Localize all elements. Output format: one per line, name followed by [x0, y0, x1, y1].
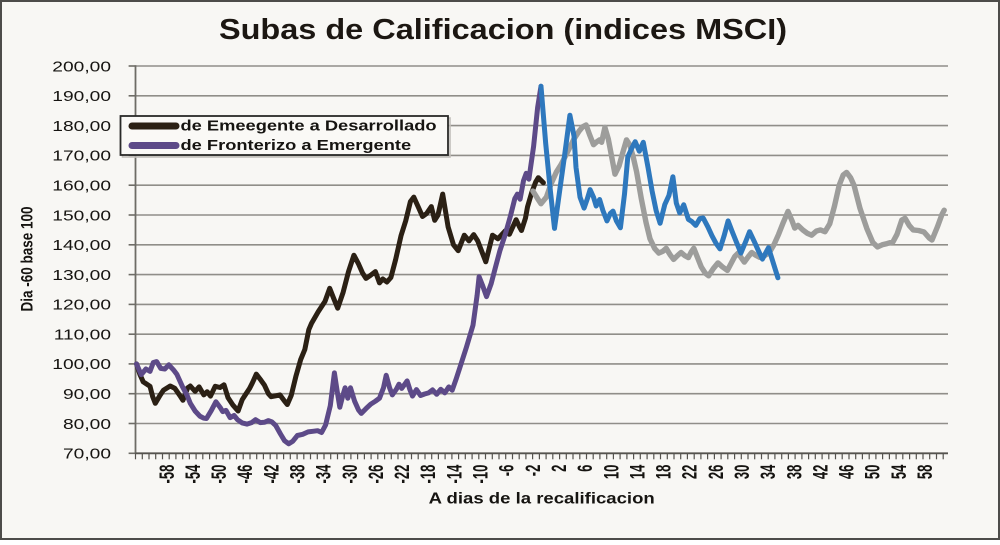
svg-text:-6: -6: [495, 464, 519, 476]
svg-text:-2: -2: [521, 465, 545, 477]
svg-text:-10: -10: [468, 465, 492, 484]
svg-text:6: 6: [573, 464, 597, 471]
svg-text:-58: -58: [155, 464, 179, 483]
svg-text:18: 18: [651, 464, 675, 479]
svg-text:180,00: 180,00: [52, 117, 111, 134]
svg-text:130,00: 130,00: [52, 266, 111, 283]
svg-text:Subas de Calificacion (indices: Subas de Calificacion (indices MSCI): [219, 13, 787, 46]
svg-text:-42: -42: [259, 465, 283, 484]
svg-text:54: 54: [887, 464, 911, 479]
svg-text:120,00: 120,00: [52, 296, 111, 313]
svg-text:42: 42: [808, 465, 832, 479]
svg-text:100,00: 100,00: [52, 355, 111, 372]
svg-text:10: 10: [599, 465, 623, 479]
svg-text:-18: -18: [416, 464, 440, 483]
svg-text:14: 14: [625, 464, 649, 479]
svg-text:30: 30: [730, 465, 754, 479]
svg-text:170,00: 170,00: [52, 147, 111, 164]
svg-text:150,00: 150,00: [52, 206, 111, 223]
svg-text:de Emeegente a Desarrollado: de Emeegente a Desarrollado: [181, 117, 437, 134]
svg-text:110,00: 110,00: [54, 326, 111, 343]
svg-text:-26: -26: [364, 464, 388, 483]
svg-text:22: 22: [678, 465, 702, 479]
svg-text:2: 2: [547, 465, 571, 472]
svg-text:-54: -54: [181, 464, 205, 483]
svg-text:34: 34: [756, 464, 780, 479]
svg-text:70,00: 70,00: [63, 445, 111, 462]
svg-text:-50: -50: [207, 465, 231, 484]
svg-text:80,00: 80,00: [63, 415, 111, 432]
svg-text:-46: -46: [233, 464, 257, 483]
svg-text:de Fronterizo a Emergente: de Fronterizo a Emergente: [181, 137, 412, 154]
svg-text:90,00: 90,00: [63, 385, 111, 402]
svg-text:-30: -30: [338, 465, 362, 484]
svg-text:-38: -38: [285, 464, 309, 483]
svg-text:-22: -22: [390, 465, 414, 484]
svg-text:Dia -60 base 100: Dia -60 base 100: [18, 207, 37, 312]
svg-text:46: 46: [834, 464, 858, 479]
svg-text:58: 58: [913, 464, 937, 479]
svg-text:140,00: 140,00: [52, 236, 111, 253]
svg-text:200,00: 200,00: [52, 57, 111, 74]
svg-text:160,00: 160,00: [52, 177, 111, 194]
svg-text:190,00: 190,00: [52, 87, 111, 104]
svg-text:38: 38: [782, 464, 806, 479]
svg-text:-14: -14: [442, 464, 466, 483]
svg-text:A dias de la recalificacion: A dias de la recalificacion: [429, 489, 655, 507]
svg-text:26: 26: [704, 464, 728, 479]
svg-text:50: 50: [861, 465, 885, 479]
svg-text:-34: -34: [312, 464, 336, 483]
